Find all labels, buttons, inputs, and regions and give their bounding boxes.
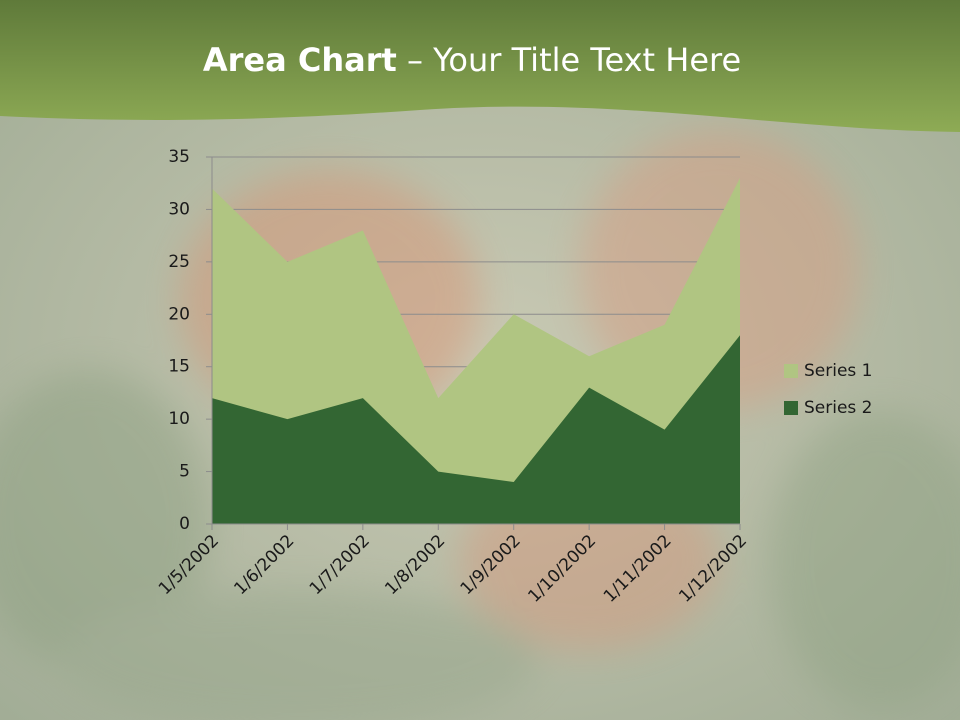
title-rest: – Your Title Text Here <box>397 41 741 79</box>
area <box>212 335 740 524</box>
y-tick-label: 0 <box>179 514 190 534</box>
legend-swatch <box>784 401 798 415</box>
y-tick-label: 20 <box>168 304 190 324</box>
slide-title: Area Chart – Your Title Text Here <box>203 41 741 79</box>
y-tick-label: 5 <box>179 462 190 482</box>
header-band <box>0 0 960 132</box>
y-tick-label: 30 <box>168 199 190 219</box>
y-tick-label: 25 <box>168 252 190 272</box>
y-tick-label: 10 <box>168 409 190 429</box>
title-bold: Area Chart <box>203 41 397 79</box>
legend-label: Series 1 <box>804 361 873 381</box>
legend-swatch <box>784 364 798 378</box>
legend-label: Series 2 <box>804 398 873 418</box>
y-tick-label: 15 <box>168 357 190 377</box>
y-tick-label: 35 <box>168 147 190 167</box>
